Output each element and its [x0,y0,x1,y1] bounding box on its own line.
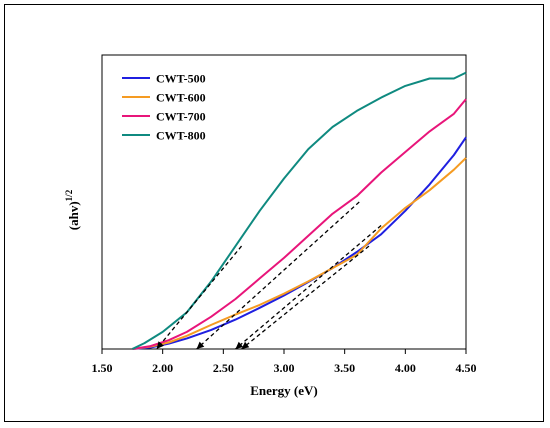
tangent-line [235,225,382,350]
x-tick-label: 4.50 [456,361,477,375]
legend: CWT-500 CWT-600 CWT-700 CWT-800 [122,72,206,143]
tangent-line [156,245,243,350]
x-tick-label: 3.00 [274,361,295,375]
x-tick-label: 3.50 [334,361,355,375]
x-axis-label: Energy (eV) [250,383,318,398]
x-tick-label: 2.00 [152,361,173,375]
tangent-arrowhead [196,341,205,349]
legend-label: CWT-500 [156,72,206,86]
y-axis-label: (ahv)1/2 [64,189,81,230]
x-tick-label: 4.00 [395,361,416,375]
series-line-cwt-500 [132,136,467,350]
y-axis-label-superscript: 1/2 [64,189,74,201]
legend-label: CWT-700 [156,110,206,124]
series-line-cwt-700 [132,98,467,350]
y-axis-label-base: (ahv) [66,201,81,230]
series-line-cwt-800 [131,71,467,350]
tangent-line [196,201,360,350]
series-layer [131,71,467,350]
tangent-arrowhead [241,341,250,349]
tangent-layer [156,201,382,350]
series-line-cwt-600 [132,157,467,350]
legend-label: CWT-600 [156,91,206,105]
tangent-line [241,245,370,350]
tangent-arrowhead [235,341,244,349]
x-tick-label: 1.50 [92,361,113,375]
x-tick-label: 2.50 [213,361,234,375]
x-tick-layer: 1.50 2.00 2.50 3.00 3.50 4.00 4.50 [92,349,477,375]
tangent-arrowhead [156,341,164,349]
figure-frame [4,4,544,422]
legend-label: CWT-800 [156,129,206,143]
